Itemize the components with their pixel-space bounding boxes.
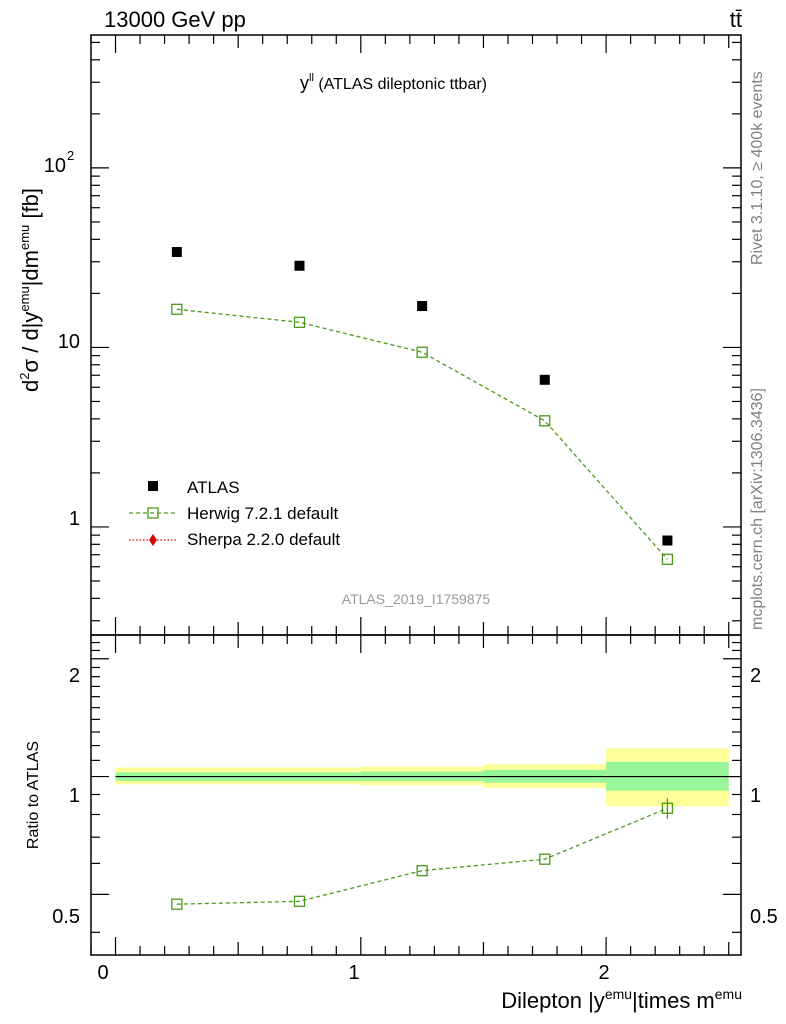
legend-atlas-label: ATLAS xyxy=(187,478,240,497)
ylabel-sig: σ / d|y xyxy=(18,312,43,373)
legend-sherpa-label: Sherpa 2.2.0 default xyxy=(187,530,340,549)
mcplots-side-text: mcplots.cern.ch [arXiv:1306.3436] xyxy=(749,388,766,630)
header-right: tt̄ xyxy=(730,7,742,32)
xtick-label-0: 0 xyxy=(97,962,108,984)
ratio-y-axis-label: Ratio to ATLAS xyxy=(25,741,42,849)
atlas-point-3 xyxy=(539,374,550,385)
main-y-axis-label: d2σ / d|yemu|dmemu [fb] xyxy=(17,188,43,392)
main-ytick-label-100-exp: 2 xyxy=(67,148,74,163)
ylabel-sup-emu2: emu xyxy=(17,225,32,250)
legend-herwig-label: Herwig 7.2.1 default xyxy=(187,504,338,523)
rivet-side-text: Rivet 3.1.10, ≥ 400k events xyxy=(749,71,766,265)
atlas-point-1 xyxy=(294,260,305,271)
herwig-ratio-point-3 xyxy=(539,853,551,865)
herwig-point-4 xyxy=(661,553,674,565)
atlas-point-4 xyxy=(662,535,673,546)
ratio-bands xyxy=(115,748,729,807)
atlas-point-0 xyxy=(171,247,182,258)
x-axis-label: Dilepton |yemu|times memu xyxy=(501,986,742,1013)
atlas-point-2 xyxy=(417,301,428,312)
legend-atlas-marker xyxy=(148,481,158,491)
header-left: 13000 GeV pp xyxy=(104,7,246,32)
herwig-point-1 xyxy=(293,316,306,328)
herwig-point-3 xyxy=(539,415,551,427)
herwig-point-0 xyxy=(171,303,183,315)
ylabel-d: d xyxy=(18,380,43,392)
herwig-ratio-point-0 xyxy=(171,898,183,910)
ratio-ytick-label-2: 2 xyxy=(69,665,80,687)
legend-herwig-marker xyxy=(147,507,159,519)
ratio-ytick-label-1-right: 1 xyxy=(750,785,761,807)
ratio-ytick-label-1: 1 xyxy=(69,785,80,807)
ratio-ytick-label-2-right: 2 xyxy=(750,665,761,687)
main-y-ticks xyxy=(91,41,741,622)
x-axis-label-sup2: emu xyxy=(715,986,742,1002)
ylabel-sup2: 2 xyxy=(17,372,32,379)
x-axis-label-main: Dilepton |y xyxy=(501,988,605,1013)
plot-title-sup: ll xyxy=(309,72,314,84)
xtick-label-1: 1 xyxy=(348,962,359,984)
plot-title-suffix: (ATLAS dileptonic ttbar) xyxy=(314,76,487,93)
legend-sherpa-marker xyxy=(149,534,157,546)
main-ytick-label-100-base: 10 xyxy=(44,155,66,177)
main-ytick-label-10: 10 xyxy=(58,331,80,353)
ratio-ytick-label-0.5-right: 0.5 xyxy=(750,906,778,928)
herwig-point-2 xyxy=(416,346,428,358)
herwig-ratio-point-4 xyxy=(661,802,674,814)
herwig-ratio-point-1 xyxy=(293,895,306,907)
x-ticks xyxy=(90,35,730,955)
analysis-watermark: ATLAS_2019_I1759875 xyxy=(342,591,491,607)
ratio-series xyxy=(171,798,674,910)
ylabel-mid: |dm xyxy=(18,250,43,286)
plot-title-main: y xyxy=(300,73,309,93)
x-axis-label-sup1: emu xyxy=(605,986,632,1002)
x-axis-label-mid: |times m xyxy=(632,988,715,1013)
plot-title: yll (ATLAS dileptonic ttbar) xyxy=(300,72,487,93)
ratio-y-ticks xyxy=(91,641,741,933)
ylabel-sup-emu1: emu xyxy=(17,286,32,311)
ylabel-unit: [fb] xyxy=(18,188,43,225)
ratio-ytick-label-0.5: 0.5 xyxy=(52,906,80,928)
main-series xyxy=(171,247,674,565)
xtick-label-2: 2 xyxy=(598,962,609,984)
herwig-line xyxy=(176,308,668,560)
herwig-ratio-point-2 xyxy=(416,864,428,877)
herwig-ratio-line xyxy=(176,807,668,905)
legend: ATLAS Herwig 7.2.1 default Sherpa 2.2.0 … xyxy=(129,478,340,549)
main-ytick-label-100: 10 xyxy=(44,155,66,177)
main-ytick-label-1: 1 xyxy=(69,508,80,530)
